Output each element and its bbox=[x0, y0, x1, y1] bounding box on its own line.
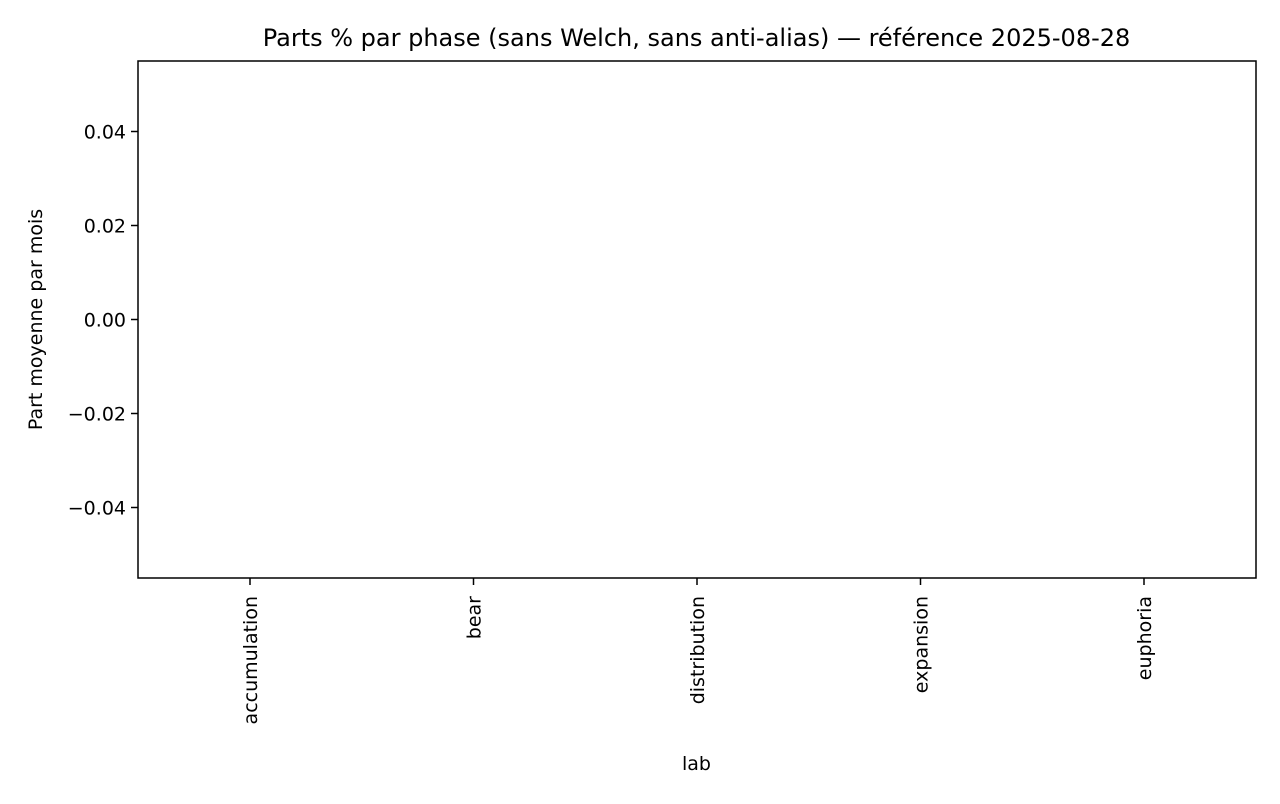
y-tick-label: 0.04 bbox=[84, 122, 126, 144]
x-tick-label: accumulation bbox=[240, 596, 262, 724]
y-tick-label: −0.04 bbox=[68, 498, 126, 520]
x-axis: accumulation bear distribution expansion eup… bbox=[240, 578, 1156, 724]
x-tick-label: expansion bbox=[911, 596, 933, 693]
y-tick-label: 0.00 bbox=[84, 310, 126, 332]
x-tick-label: euphoria bbox=[1134, 596, 1156, 680]
plot-area-frame bbox=[137, 60, 1257, 579]
x-tick-label: bear bbox=[464, 596, 486, 639]
chart-title: Parts % par phase (sans Welch, sans anti… bbox=[263, 24, 1131, 52]
y-axis-label: Part moyenne par mois bbox=[25, 209, 47, 430]
y-tick-label: −0.02 bbox=[68, 404, 126, 426]
y-tick-label: 0.02 bbox=[84, 216, 126, 238]
x-tick-label: distribution bbox=[687, 596, 709, 704]
x-axis-label: lab bbox=[682, 753, 711, 775]
y-axis: −0.04 −0.02 0.00 0.02 0.04 bbox=[68, 122, 138, 520]
